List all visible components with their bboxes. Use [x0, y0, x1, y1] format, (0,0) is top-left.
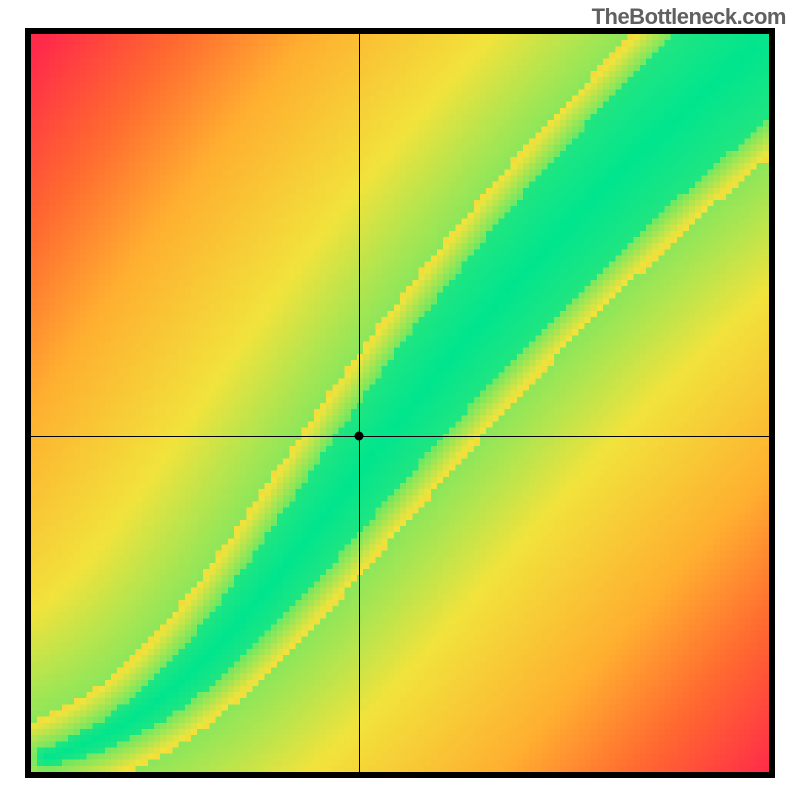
- watermark-text: TheBottleneck.com: [592, 4, 786, 30]
- crosshair-horizontal: [31, 436, 769, 437]
- crosshair-vertical: [359, 34, 360, 772]
- heatmap-canvas: [31, 34, 769, 772]
- crosshair-marker: [355, 432, 364, 441]
- chart-container: TheBottleneck.com: [0, 0, 800, 800]
- heatmap-plot: [25, 28, 775, 778]
